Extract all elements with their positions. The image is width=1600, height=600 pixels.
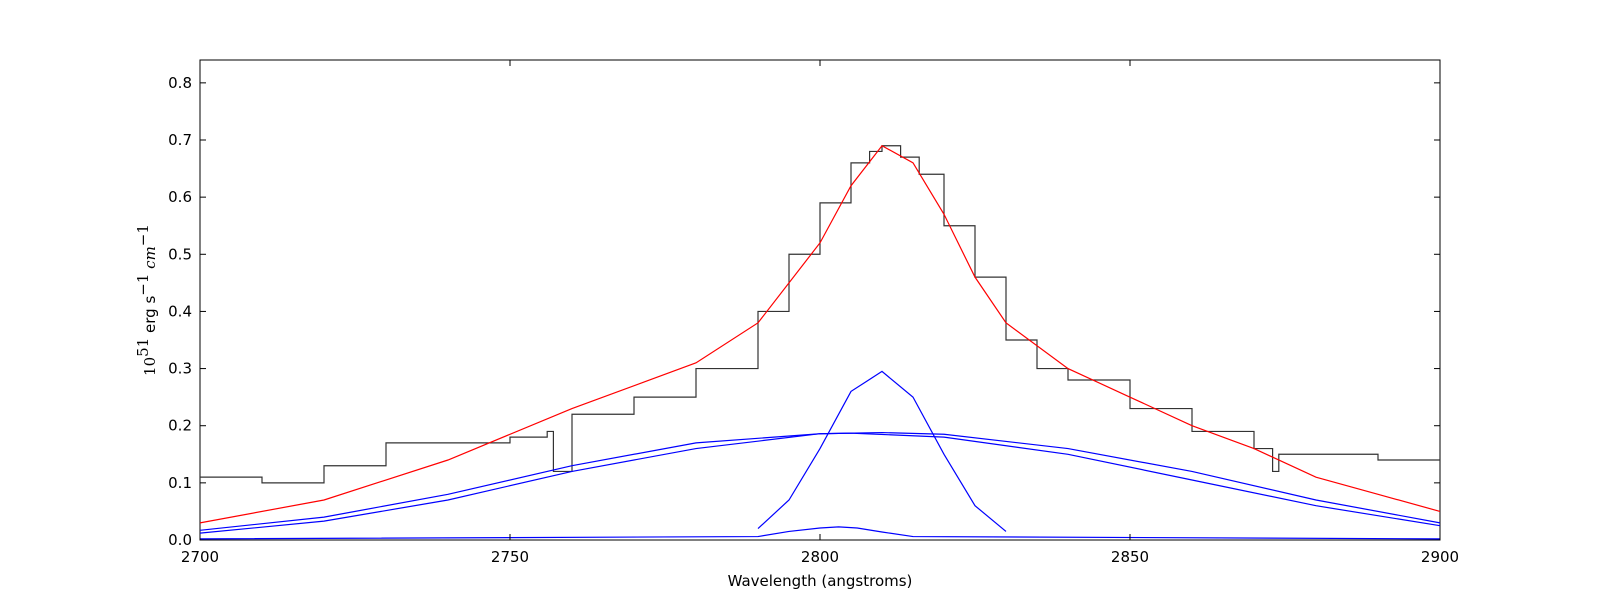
x-axis-label: Wavelength (angstroms) [728,572,913,590]
y-tick-label: 0.0 [168,531,192,549]
x-ticks: 2700 2750 2800 2850 2900 [181,60,1459,566]
y-axis-label-unit1: erg s [141,296,159,333]
component-line-2 [199,432,1441,534]
y-tick-label: 0.6 [168,188,192,206]
x-tick-label: 2700 [181,548,219,566]
y-axis-label-prefix-exp: 51 [134,338,152,357]
y-tick-label: 0.7 [168,131,192,149]
total-fit-line [199,144,1441,524]
component-line-3 [757,370,1007,532]
y-tick-label: 0.1 [168,474,192,492]
y-tick-label: 0.8 [168,74,192,92]
y-tick-label: 0.2 [168,417,192,435]
component-line-4 [199,526,1441,540]
y-tick-label: 0.4 [168,302,192,320]
y-axis-label-unit1-exp: −1 [134,274,152,296]
x-tick-label: 2800 [801,548,839,566]
y-axis-label-prefix: 10 [141,357,159,376]
plot-area [199,59,1441,541]
y-ticks: 0.0 0.1 0.2 0.3 0.4 0.5 0.6 0.7 0.8 [168,74,1440,549]
plot-lines [199,144,1441,540]
y-tick-label: 0.3 [168,360,192,378]
x-tick-label: 2750 [491,548,529,566]
y-axis-label-unit2: cm [141,246,159,269]
x-tick-label: 2850 [1111,548,1149,566]
y-tick-label: 0.5 [168,245,192,263]
x-tick-label: 2900 [1421,548,1459,566]
y-axis-label-unit2-exp: −1 [134,224,152,246]
y-axis-label: 1051 erg s−1 cm−1 [134,224,159,376]
observed-spectrum-line [200,145,1440,484]
